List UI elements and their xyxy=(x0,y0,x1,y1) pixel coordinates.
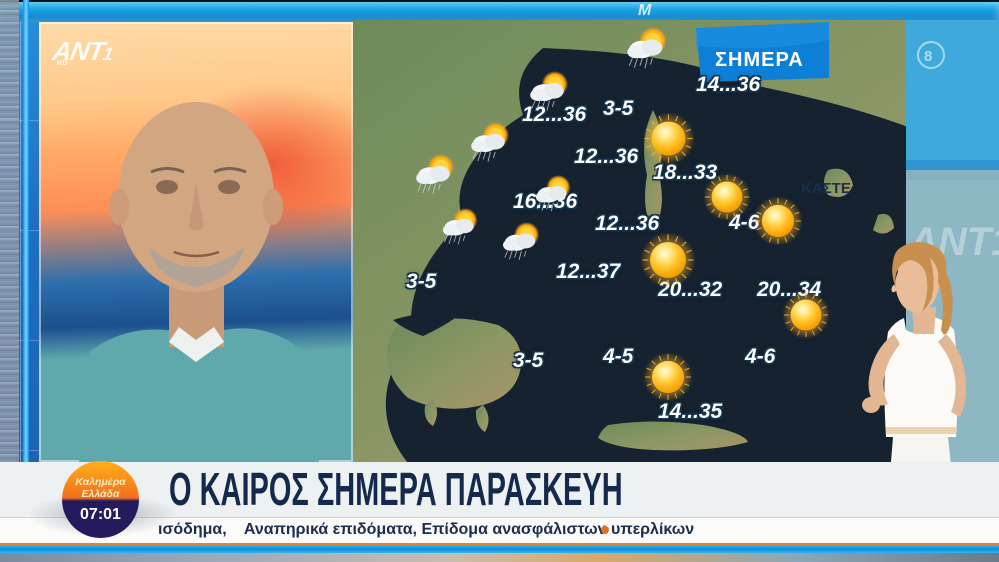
svg-text:8: 8 xyxy=(924,48,932,65)
svg-text:ΣΗΜΕΡΑ: ΣΗΜΕΡΑ xyxy=(715,49,804,71)
